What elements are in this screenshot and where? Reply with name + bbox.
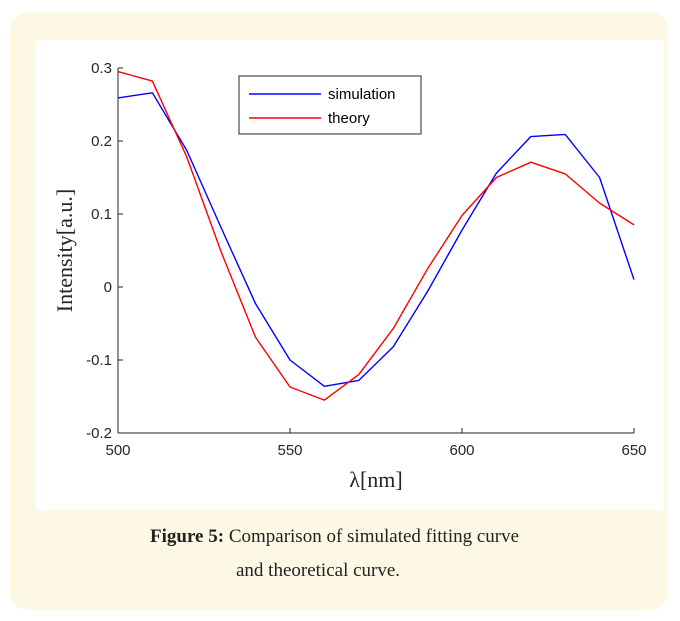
x-tick-label: 600 (449, 442, 474, 459)
y-tick-label: 0.1 (91, 206, 112, 223)
ticks-layer: 500 550 600 650 -0.2 -0.1 0 0.1 0.2 0.3 (86, 60, 646, 459)
caption-label: Figure 5: (150, 526, 225, 547)
x-tick-label: 650 (621, 442, 646, 459)
x-tick-label: 550 (277, 442, 302, 459)
caption-text-line1: Comparison of simulated fitting curve (224, 526, 520, 547)
series-layer (117, 70, 635, 401)
plot-area (117, 68, 634, 434)
x-tick-label: 500 (105, 442, 130, 459)
x-axis-label: λ[nm] (349, 467, 402, 492)
y-tick-label: -0.2 (86, 425, 112, 442)
y-tick-label: -0.1 (86, 352, 112, 369)
legend-label-simulation: simulation (328, 86, 396, 103)
y-tick-label: 0.3 (91, 60, 112, 77)
y-tick-label: 0 (104, 279, 112, 296)
line-chart: 500 550 600 650 -0.2 -0.1 0 0.1 0.2 0.3 simulatio… (52, 60, 647, 492)
series-line-theory (117, 70, 635, 401)
caption-text-line2: and theoretical curve. (236, 560, 401, 581)
plot-panel: 500 550 600 650 -0.2 -0.1 0 0.1 0.2 0.3 simulatio… (36, 40, 664, 510)
series-line-simulation (117, 92, 635, 387)
y-axis-label: Intensity[a.u.] (52, 189, 77, 312)
legend-label-theory: theory (328, 110, 370, 127)
figure-caption: Figure 5: Comparison of simulated fittin… (36, 520, 664, 588)
y-tick-label: 0.2 (91, 133, 112, 150)
legend-box (238, 75, 422, 135)
legend: simulation theory (238, 75, 422, 135)
